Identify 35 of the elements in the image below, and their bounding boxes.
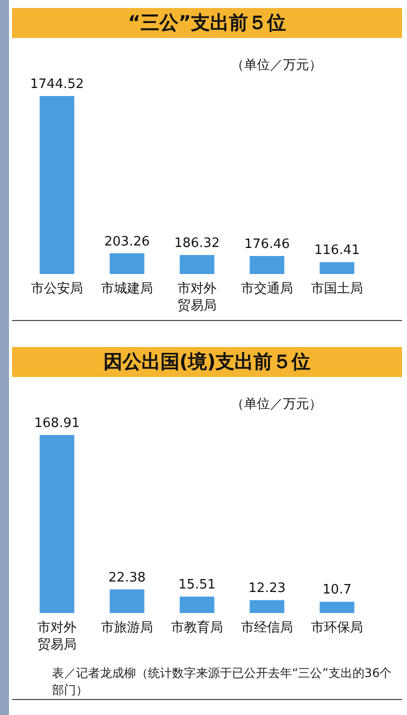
data-label: 168.91 (34, 416, 80, 431)
bar (180, 596, 214, 613)
bar (250, 256, 284, 274)
bar (320, 602, 354, 613)
x-tick-label: 市对外贸易局 (178, 282, 216, 314)
data-label: 12.23 (248, 581, 286, 596)
x-tick-label: 市公安局 (31, 280, 83, 296)
bar (180, 254, 214, 274)
bar (40, 435, 74, 613)
data-label: 1744.52 (30, 77, 84, 92)
x-tick-label: 市旅游局 (101, 620, 153, 636)
bar (110, 253, 144, 274)
text: 表／记者龙成柳（统计数字来源于已公开去年“三公”支出的36个部门） (51, 665, 393, 699)
bar (320, 262, 354, 274)
bar (110, 589, 144, 613)
bar (250, 600, 284, 613)
data-label: 116.41 (314, 243, 360, 258)
data-label: 176.46 (244, 236, 290, 252)
chart-subtitle: （单位／万元） (231, 396, 322, 413)
data-label: 15.51 (178, 578, 216, 593)
x-tick-label: 市对外贸易局 (38, 620, 76, 652)
data-label: 22.38 (108, 570, 146, 586)
x-tick-label: 市教育局 (171, 620, 223, 636)
data-label: 203.26 (104, 234, 150, 250)
x-tick-label: 市交通局 (241, 280, 293, 296)
chart-title: 因公出国(境)支出前５位 (12, 347, 402, 377)
x-tick-label: 市经信局 (241, 620, 293, 636)
x-tick-label: 市城建局 (101, 282, 153, 296)
x-tick-label: 市国土局 (311, 282, 363, 296)
bar (40, 96, 74, 274)
data-label: 186.32 (174, 236, 220, 251)
chart-subtitle: （单位／万元） (231, 57, 322, 74)
chart-title: “三公”支出前５位 (12, 8, 402, 38)
x-tick-label: 市环保局 (311, 620, 363, 636)
data-label: 10.7 (322, 582, 352, 598)
